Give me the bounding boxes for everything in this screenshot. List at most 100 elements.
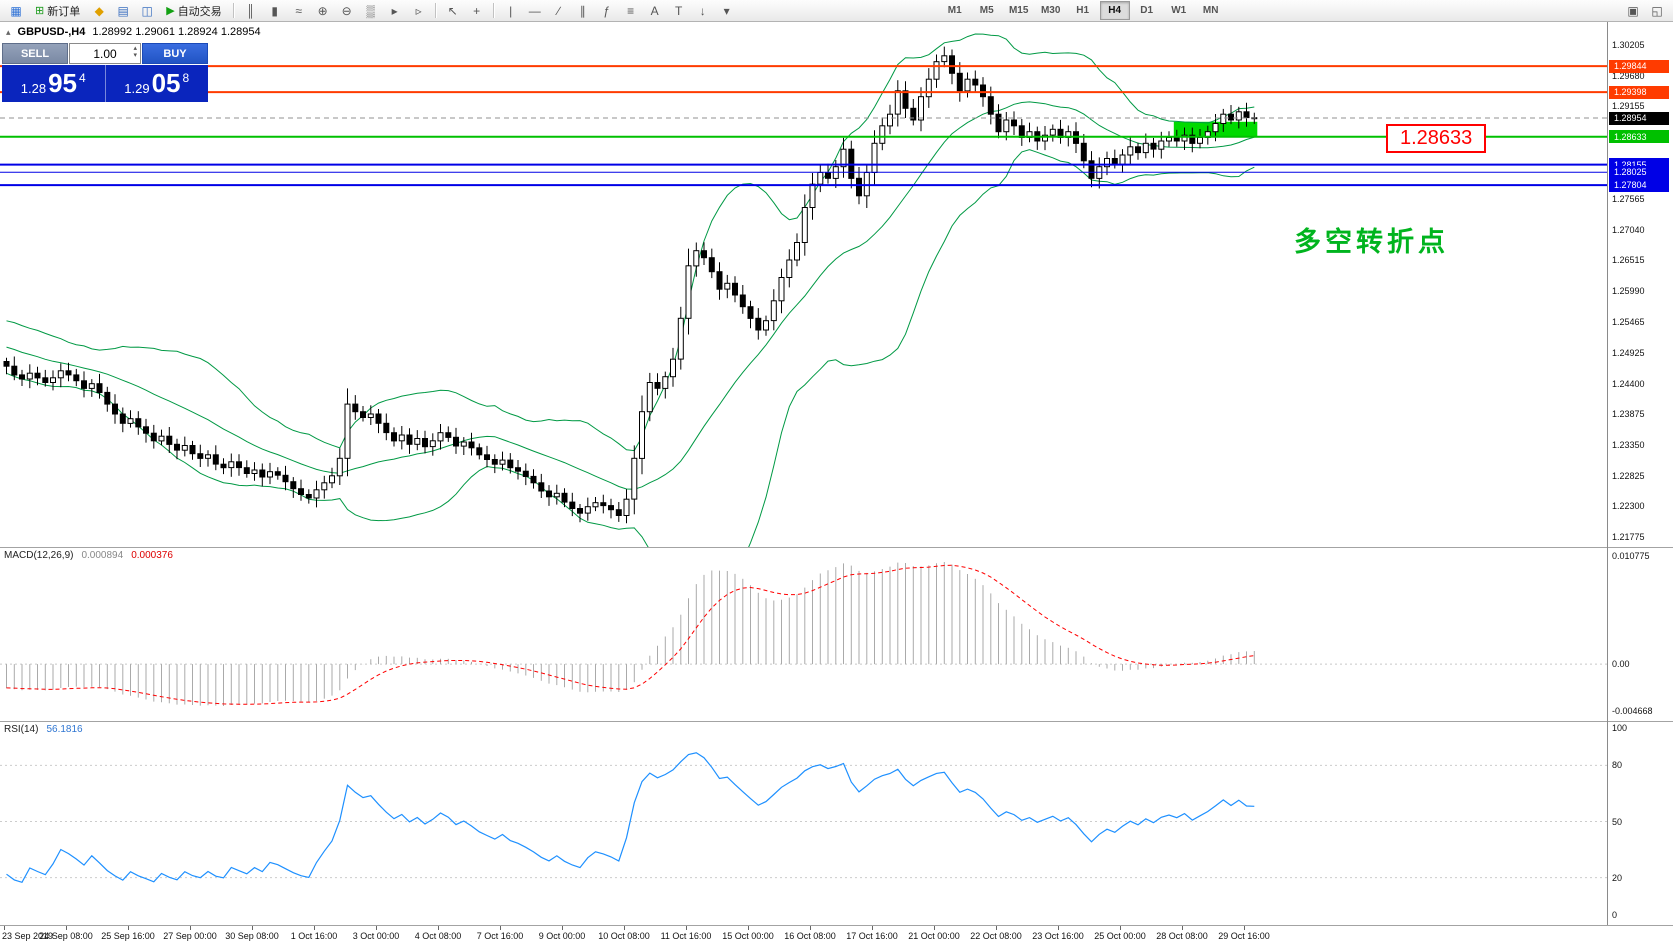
depth-of-market-icon[interactable]: ▤ (112, 1, 134, 21)
time-axis-label: 24 Sep 08:00 (39, 931, 93, 941)
timeframe-w1-button[interactable]: W1 (1171, 5, 1187, 16)
time-axis-label: 17 Oct 16:00 (846, 931, 898, 941)
bollinger-upper-band (6, 33, 1255, 452)
time-axis-label: 30 Sep 08:00 (225, 931, 279, 941)
timeframe-m1-button[interactable]: M1 (947, 5, 962, 16)
sell-price[interactable]: 1.28 95 4 (2, 65, 105, 102)
auto-scroll-icon-glyph: ▸ (391, 3, 398, 18)
time-axis-label: 28 Oct 08:00 (1156, 931, 1208, 941)
price-level-chip: 1.28633 (1609, 130, 1669, 144)
price-chart-canvas[interactable] (0, 22, 1607, 547)
bar-chart-icon-glyph: ║ (246, 3, 255, 18)
time-axis-tick (996, 926, 997, 930)
time-axis-label: 16 Oct 08:00 (784, 931, 836, 941)
terminal-icon[interactable]: ◫ (136, 1, 158, 21)
macd-canvas[interactable] (0, 548, 1607, 721)
buy-button[interactable]: BUY (142, 43, 208, 64)
time-axis-label: 25 Oct 00:00 (1094, 931, 1146, 941)
time-axis-tick (562, 926, 563, 930)
candles-layer (3, 46, 1258, 524)
panel-divider[interactable] (0, 547, 1673, 548)
timeframe-toolbar: M1 M5 M15 M30 H1 H4 D1 W1 MN (939, 1, 1227, 20)
rsi-canvas[interactable] (0, 722, 1607, 925)
sell-button[interactable]: SELL (2, 43, 68, 64)
time-axis-tick (4, 926, 5, 930)
macd-axis-label: 0.010775 (1612, 551, 1650, 561)
vertical-line-icon[interactable]: | (500, 1, 522, 21)
chart-ohlc-values: 1.28992 1.29061 1.28924 1.28954 (92, 26, 261, 38)
timeframe-mn-button[interactable]: MN (1202, 5, 1219, 16)
arrows-icon[interactable]: ↓ (692, 1, 714, 21)
spinner-down-icon[interactable]: ▾ (133, 52, 137, 59)
price-callout[interactable]: 1.28633 (1386, 124, 1487, 153)
time-axis-tick (1244, 926, 1245, 930)
rsi-label: RSI(14) (4, 724, 39, 735)
buy-price[interactable]: 1.29 05 8 (106, 65, 209, 102)
chart-title: ▴ GBPUSD-,H4 1.28992 1.29061 1.28924 1.2… (6, 26, 261, 38)
toolbar-separator (434, 3, 437, 18)
sell-price-point: 4 (79, 71, 86, 85)
chart-shift-icon-glyph: ▹ (415, 3, 422, 18)
trendline-icon[interactable]: ∕ (548, 1, 570, 21)
gold-icon[interactable]: ◆ (88, 1, 110, 21)
timeframe-h1-button[interactable]: H1 (1076, 5, 1090, 16)
panel-divider[interactable] (0, 925, 1673, 926)
macd-histogram (6, 562, 1255, 706)
price-axis-label: 1.27040 (1612, 224, 1645, 235)
time-axis-tick (934, 926, 935, 930)
sell-price-pips: 95 (48, 68, 78, 98)
app-icon[interactable]: ▦ (5, 1, 27, 21)
fibonacci-icon[interactable]: ƒ (596, 1, 618, 21)
new-order-button[interactable]: ⊞ 新订单 (29, 2, 86, 20)
objects-dropdown-icon[interactable]: ▾ (716, 1, 738, 21)
time-axis[interactable]: 23 Sep 2019 24 Sep 08:00 25 Sep 16:00 27 Se… (0, 926, 1673, 945)
zoom-out-icon[interactable]: ⊖ (336, 1, 358, 21)
line-chart-icon-glyph: ≈ (295, 3, 302, 18)
time-axis-label: 3 Oct 00:00 (352, 931, 400, 941)
chart-symbol-period: GBPUSD-,H4 (17, 26, 86, 38)
volume-spinner[interactable]: ▴ ▾ (133, 45, 137, 59)
gold-icon-glyph: ◆ (94, 3, 104, 18)
arrow-object-icon[interactable]: T (668, 1, 690, 21)
timeframe-d1-button[interactable]: D1 (1140, 5, 1154, 16)
shapes-icon[interactable]: ≡ (620, 1, 642, 21)
time-axis-label: 1 Oct 16:00 (290, 931, 338, 941)
candlestick-chart-icon[interactable]: ▮ (264, 1, 286, 21)
price-axis-label: 1.21775 (1612, 531, 1645, 542)
equidistant-channel-icon[interactable]: ∥ (572, 1, 594, 21)
annotation-text[interactable]: 多空转折点 (1294, 227, 1449, 257)
timeframe-m5-button[interactable]: M5 (979, 5, 994, 16)
buy-price-prefix: 1.29 (124, 80, 150, 96)
time-axis-tick (66, 926, 67, 930)
crosshair-icon[interactable]: + (466, 1, 488, 21)
timeframe-m30-button[interactable]: M30 (1040, 5, 1061, 16)
price-axis-line (1607, 22, 1608, 925)
vertical-line-icon-glyph: | (509, 3, 513, 18)
zoom-in-icon[interactable]: ⊕ (312, 1, 334, 21)
timeframe-m15-button[interactable]: M15 (1008, 5, 1029, 16)
spinner-up-icon[interactable]: ▴ (133, 45, 137, 52)
timeframe-h4-button[interactable]: H4 (1099, 1, 1130, 20)
volume-input[interactable]: 1.00 ▴ ▾ (69, 43, 141, 64)
bar-chart-icon[interactable]: ║ (240, 1, 262, 21)
autotrading-button[interactable]: ▶ 自动交易 (160, 2, 227, 20)
price-axis-label: 1.29680 (1612, 70, 1645, 81)
text-label-icon-glyph: A (650, 3, 659, 18)
text-label-icon[interactable]: A (644, 1, 666, 21)
tile-windows-icon[interactable]: ▒ (360, 1, 382, 21)
horizontal-line-icon[interactable]: — (524, 1, 546, 21)
time-axis-label: 22 Oct 08:00 (970, 931, 1022, 941)
cursor-icon[interactable]: ↖ (442, 1, 464, 21)
new-chart-icon[interactable]: ▣ (1627, 3, 1639, 18)
chart-shift-icon[interactable]: ▹ (408, 1, 430, 21)
panel-divider[interactable] (0, 721, 1673, 722)
time-axis-tick (252, 926, 253, 930)
time-axis-tick (128, 926, 129, 930)
chart-collapse-icon[interactable]: ▴ (6, 26, 11, 37)
time-axis-tick (376, 926, 377, 930)
toolbar-left-group: ▦ ⊞ 新订单 ◆ ▤ ◫ ▶ 自动交易 ║ ▮ ≈ ⊕ ⊖ ▒ ▸ ▹ ↖ + | — ∕ ∥ ƒ ≡ A T ↓ ▾ (4, 1, 739, 21)
auto-scroll-icon[interactable]: ▸ (384, 1, 406, 21)
arrange-windows-icon[interactable]: ◱ (1651, 3, 1663, 18)
line-chart-icon[interactable]: ≈ (288, 1, 310, 21)
